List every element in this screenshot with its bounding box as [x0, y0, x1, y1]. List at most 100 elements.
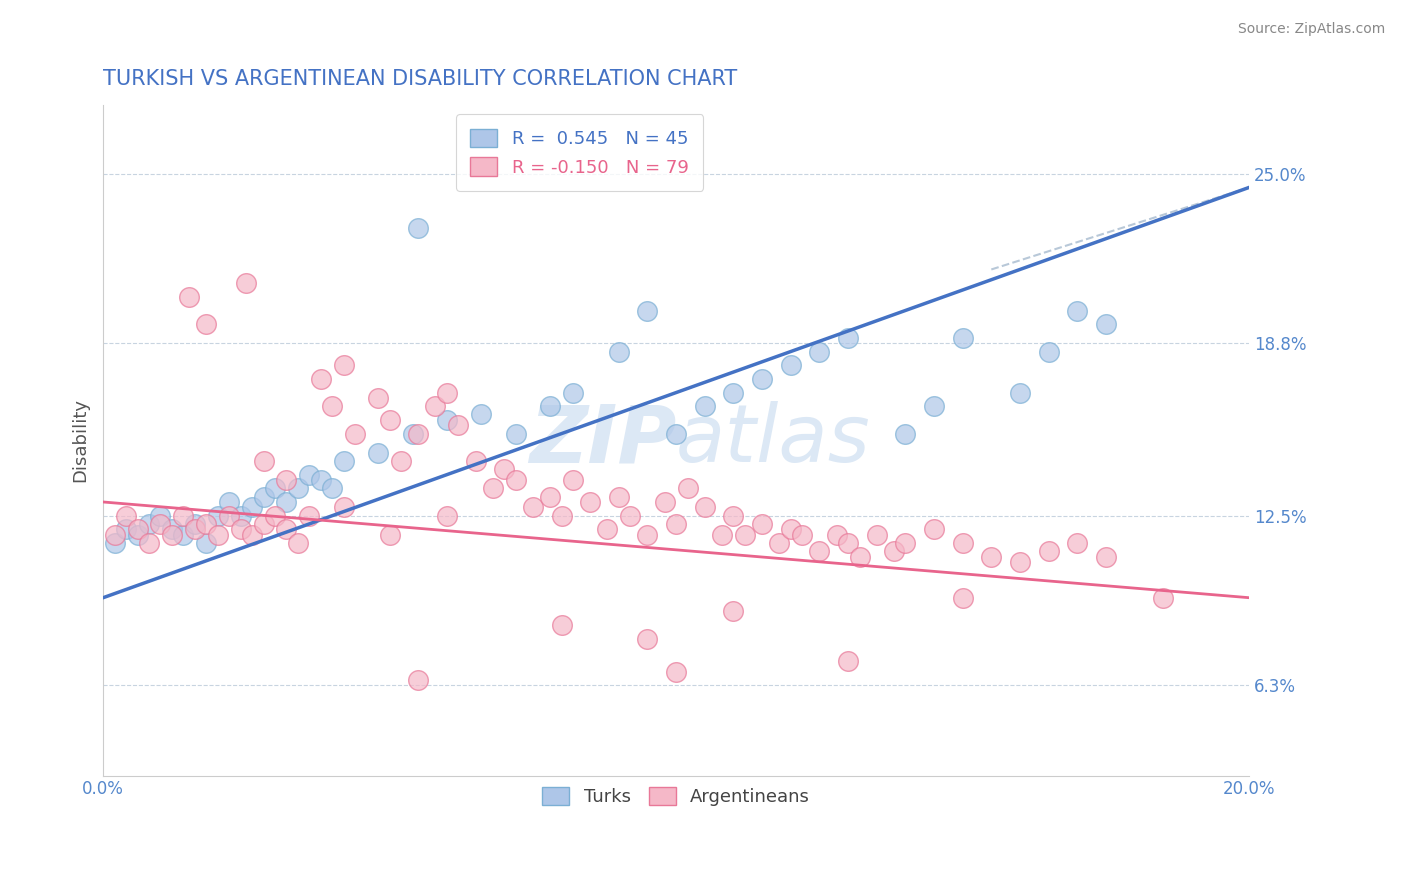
Point	[149, 516, 172, 531]
Point	[550, 508, 572, 523]
Point	[637, 528, 659, 542]
Point	[408, 673, 430, 687]
Text: Source: ZipAtlas.com: Source: ZipAtlas.com	[1237, 22, 1385, 37]
Point	[207, 528, 229, 542]
Point	[229, 508, 252, 523]
Point	[952, 331, 974, 345]
Point	[298, 467, 321, 482]
Point	[287, 481, 309, 495]
Point	[464, 454, 486, 468]
Point	[218, 495, 240, 509]
Point	[207, 508, 229, 523]
Text: ZIP: ZIP	[529, 401, 676, 479]
Point	[367, 391, 389, 405]
Point	[138, 536, 160, 550]
Point	[252, 490, 274, 504]
Text: TURKISH VS ARGENTINEAN DISABILITY CORRELATION CHART: TURKISH VS ARGENTINEAN DISABILITY CORREL…	[103, 69, 737, 88]
Point	[693, 500, 716, 515]
Point	[408, 221, 430, 235]
Point	[894, 426, 917, 441]
Point	[447, 418, 470, 433]
Point	[401, 426, 423, 441]
Point	[252, 454, 274, 468]
Point	[562, 473, 585, 487]
Point	[723, 508, 745, 523]
Point	[505, 473, 527, 487]
Point	[1066, 536, 1088, 550]
Point	[115, 508, 138, 523]
Point	[264, 481, 287, 495]
Point	[149, 508, 172, 523]
Point	[309, 372, 332, 386]
Point	[723, 604, 745, 618]
Point	[172, 508, 194, 523]
Point	[848, 549, 870, 564]
Point	[436, 413, 458, 427]
Point	[952, 536, 974, 550]
Point	[607, 344, 630, 359]
Point	[779, 522, 801, 536]
Point	[321, 481, 343, 495]
Point	[127, 528, 149, 542]
Point	[378, 528, 401, 542]
Point	[494, 462, 516, 476]
Point	[505, 426, 527, 441]
Point	[665, 426, 688, 441]
Point	[276, 473, 298, 487]
Point	[240, 500, 263, 515]
Point	[104, 528, 127, 542]
Point	[436, 385, 458, 400]
Point	[138, 516, 160, 531]
Point	[436, 508, 458, 523]
Point	[218, 508, 240, 523]
Point	[1038, 544, 1060, 558]
Point	[389, 454, 412, 468]
Point	[160, 522, 183, 536]
Point	[579, 495, 602, 509]
Point	[1008, 385, 1031, 400]
Point	[922, 522, 945, 536]
Point	[333, 358, 356, 372]
Point	[344, 426, 367, 441]
Point	[240, 528, 263, 542]
Point	[607, 490, 630, 504]
Point	[481, 481, 503, 495]
Point	[723, 385, 745, 400]
Point	[160, 528, 183, 542]
Point	[538, 399, 561, 413]
Point	[550, 618, 572, 632]
Point	[665, 516, 688, 531]
Point	[276, 522, 298, 536]
Point	[333, 454, 356, 468]
Point	[104, 536, 127, 550]
Point	[619, 508, 641, 523]
Point	[184, 522, 207, 536]
Point	[654, 495, 676, 509]
Text: atlas: atlas	[676, 401, 870, 479]
Point	[837, 331, 859, 345]
Point	[779, 358, 801, 372]
Point	[470, 408, 492, 422]
Point	[1152, 591, 1174, 605]
Point	[1066, 303, 1088, 318]
Point	[195, 516, 218, 531]
Point	[952, 591, 974, 605]
Point	[378, 413, 401, 427]
Point	[172, 528, 194, 542]
Point	[768, 536, 790, 550]
Point	[665, 665, 688, 679]
Point	[367, 446, 389, 460]
Point	[177, 290, 200, 304]
Point	[866, 528, 889, 542]
Point	[522, 500, 544, 515]
Point	[637, 303, 659, 318]
Point	[115, 522, 138, 536]
Y-axis label: Disability: Disability	[72, 399, 89, 483]
Point	[676, 481, 699, 495]
Point	[229, 522, 252, 536]
Point	[276, 495, 298, 509]
Point	[1095, 317, 1118, 331]
Legend: Turks, Argentineans: Turks, Argentineans	[534, 780, 817, 814]
Point	[1038, 344, 1060, 359]
Point	[408, 426, 430, 441]
